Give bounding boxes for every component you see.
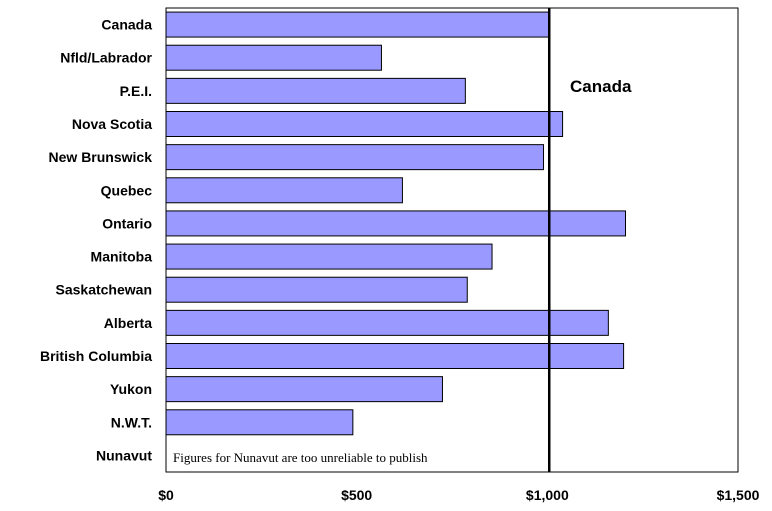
bar-ontario (166, 211, 626, 236)
bar-p-e-i (166, 78, 465, 103)
category-labels: Canada Nfld/Labrador P.E.I. Nova Scotia New … (40, 17, 153, 464)
bar-saskatchewan (166, 277, 467, 302)
category-label-nfld-labrador: Nfld/Labrador (60, 50, 152, 66)
bar-nfld-labrador (166, 45, 381, 70)
category-label-new-brunswick: New Brunswick (49, 149, 153, 165)
bar-quebec (166, 178, 402, 203)
category-label-nunavut: Nunavut (96, 447, 152, 463)
category-label-british-columbia: British Columbia (40, 348, 152, 364)
x-tick-label-1500: $1,500 (717, 487, 760, 503)
plot-area (166, 8, 738, 472)
bar-british-columbia (166, 344, 624, 369)
x-tick-label-0: $0 (158, 487, 174, 503)
canada-reference-label: Canada (570, 77, 632, 96)
x-axis-tick-labels: $0 $500 $1,000 $1,500 (158, 487, 759, 503)
category-label-alberta: Alberta (104, 315, 152, 331)
category-label-nova-scotia: Nova Scotia (72, 116, 152, 132)
category-label-yukon: Yukon (110, 381, 152, 397)
bar-yukon (166, 377, 442, 402)
x-tick-label-500: $500 (341, 487, 372, 503)
category-label-ontario: Ontario (102, 215, 152, 231)
category-label-manitoba: Manitoba (91, 249, 153, 265)
nunavut-note: Figures for Nunavut are too unreliable t… (173, 450, 428, 465)
category-label-n-w-t: N.W.T. (111, 414, 152, 430)
bar-alberta (166, 310, 608, 335)
bar-new-brunswick (166, 145, 544, 170)
bar-canada (166, 12, 549, 37)
category-label-saskatchewan: Saskatchewan (56, 282, 153, 298)
bar-manitoba (166, 244, 492, 269)
category-label-canada: Canada (101, 17, 152, 33)
bar-nova-scotia (166, 112, 563, 137)
category-label-quebec: Quebec (101, 182, 153, 198)
category-label-p-e-i: P.E.I. (120, 83, 152, 99)
x-tick-label-1000: $1,000 (526, 487, 569, 503)
bar-n-w-t (166, 410, 353, 435)
